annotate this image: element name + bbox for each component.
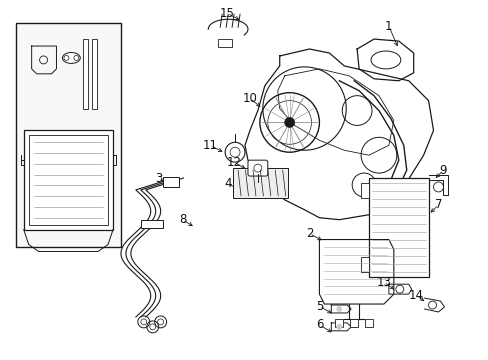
- Bar: [24, 130, 113, 230]
- Text: 4: 4: [224, 177, 231, 190]
- FancyBboxPatch shape: [247, 160, 267, 176]
- Ellipse shape: [64, 55, 69, 60]
- Text: 3: 3: [155, 171, 162, 185]
- Circle shape: [284, 117, 294, 127]
- Text: 11: 11: [203, 139, 217, 152]
- Circle shape: [336, 306, 342, 312]
- Bar: [233, 168, 287, 198]
- Text: 6: 6: [315, 318, 323, 331]
- Text: 14: 14: [408, 289, 423, 302]
- Text: 10: 10: [242, 92, 257, 105]
- Bar: [141, 220, 163, 228]
- Bar: [16, 23, 121, 247]
- Text: 13: 13: [376, 276, 390, 289]
- Text: 1: 1: [385, 20, 392, 33]
- Bar: [92, 39, 97, 109]
- Bar: [335, 319, 343, 327]
- Text: 8: 8: [179, 213, 186, 226]
- Bar: [360, 257, 368, 272]
- Bar: [368, 178, 427, 277]
- Ellipse shape: [74, 55, 79, 60]
- Circle shape: [336, 324, 342, 330]
- Text: 15: 15: [219, 7, 234, 20]
- Bar: [163, 177, 178, 187]
- Ellipse shape: [62, 53, 80, 63]
- Bar: [218, 39, 232, 47]
- Text: 2: 2: [305, 227, 313, 240]
- Bar: [365, 319, 372, 327]
- Text: 5: 5: [315, 300, 323, 312]
- Bar: [83, 39, 88, 109]
- Text: 9: 9: [439, 163, 447, 176]
- Ellipse shape: [370, 51, 400, 69]
- Bar: [29, 135, 108, 225]
- Bar: [360, 183, 368, 198]
- Text: 7: 7: [434, 198, 441, 211]
- Bar: [349, 319, 357, 327]
- Text: 12: 12: [226, 156, 241, 168]
